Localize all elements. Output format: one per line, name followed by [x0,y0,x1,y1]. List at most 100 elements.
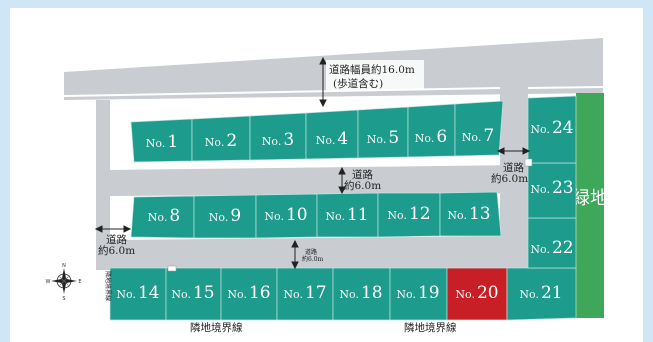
road-right-label-2: 約6.0m [491,172,528,185]
lot-15[interactable]: No. 15 [165,267,222,321]
lot-label-number: 12 [409,204,431,224]
lot-label: No. 22 [530,238,573,258]
lot-label-number: 21 [541,283,563,303]
compass-w: W [46,279,51,285]
lot-label-prefix: No. [148,211,168,224]
lot-label-prefix: No. [325,210,345,223]
road-curbs [63,86,604,97]
lot-6[interactable]: No. 6 [407,103,456,158]
compass-icon: N S E W [46,263,82,302]
lot-label-number: 6 [436,127,447,147]
green-area-label: 緑地 [572,188,608,209]
lot-label-prefix: No. [339,288,359,301]
lot-label: No. 6 [415,127,447,147]
boundary-bottom-label-2: 隣地境界線 [404,321,457,334]
lot-label: No. 14 [116,283,159,303]
lot-1[interactable]: No. 1 [130,118,193,163]
lot-label-prefix: No. [455,288,475,301]
svg-text:緑地: 緑地 [572,188,608,209]
lot-3[interactable]: No. 3 [249,112,307,161]
lot-label-number: 2 [226,131,237,151]
lot-9[interactable]: No. 9 [193,194,257,239]
boundary-left-label: 隣地境界線 [104,271,112,301]
lot-19[interactable]: No. 19 [389,267,448,321]
road-center-label-2: 約6.0m [344,179,381,192]
lot-label-prefix: No. [519,288,539,301]
lot-label-number: 23 [552,178,574,198]
marker-bottom [167,265,177,272]
lot-14[interactable]: No. 14 [109,267,167,321]
lot-label: No. 21 [519,283,562,303]
lot-label: No. 16 [227,283,270,303]
lot-16[interactable]: No. 16 [220,267,278,321]
compass-s: S [62,296,65,302]
lot-2[interactable]: No. 2 [191,115,251,162]
lot-label-prefix: No. [447,209,467,222]
lot-4[interactable]: No. 4 [305,109,359,160]
lot-21[interactable]: No. 21 [506,267,577,321]
lot-label: No. 10 [264,205,307,225]
lot-label-prefix: No. [262,135,282,148]
lot-label: No. 4 [316,129,348,149]
lot-24[interactable]: No. 24 [527,95,577,164]
main-road-note-label: (歩道含む) [333,77,383,90]
lot-13[interactable]: No. 13 [439,191,502,237]
green-area [576,93,604,318]
lot-label: No. 8 [148,206,180,226]
lot-label-prefix: No. [283,288,303,301]
lot-label-prefix: No. [205,136,225,149]
lot-18[interactable]: No. 18 [332,267,391,321]
lot-label: No. 23 [530,178,573,198]
road-small-label-2: 約6.0m [302,255,324,263]
lot-shape[interactable] [439,191,502,237]
lot-label-number: 22 [552,238,574,258]
road-small-label-1: 道路 [305,248,317,256]
lot-label: No. 2 [205,131,237,151]
lot-label-prefix: No. [116,288,136,301]
lot-22[interactable]: No. 22 [527,217,577,269]
lot-label: No. 5 [367,128,399,148]
lot-label-number: 14 [138,283,160,303]
lot-shape[interactable] [527,95,577,164]
lot-label: No. 17 [283,283,326,303]
lot-label-prefix: No. [367,133,387,146]
lot-label: No. 7 [462,126,494,146]
lot-label: No. 3 [262,130,294,150]
lot-20[interactable]: No. 20 [446,267,508,321]
lot-label: No. 15 [171,283,214,303]
marker-right [524,158,533,167]
lot-label-number: 1 [167,132,178,152]
road-labels: 道路幅員約16.0m (歩道含む) 道路 約6.0m 道路 約6.0m 道路 約… [98,60,528,334]
lot-shape[interactable] [454,100,504,157]
lot-label-prefix: No. [415,132,435,145]
lot-label-prefix: No. [171,288,191,301]
lot-label: No. 24 [530,118,573,138]
lot-7[interactable]: No. 7 [454,100,504,157]
lot-label-prefix: No. [387,209,407,222]
lot-5[interactable]: No. 5 [357,106,409,159]
lot-label-number: 4 [337,129,348,149]
lot-label-number: 17 [305,283,327,303]
lot-label: No. 19 [396,283,439,303]
lot-10[interactable]: No. 10 [255,193,318,239]
lot-12[interactable]: No. 12 [377,192,441,238]
road-center-label-1: 道路 [352,168,373,181]
road-left-label-1: 道路 [106,233,127,246]
lot-label-prefix: No. [530,123,550,136]
lot-11[interactable]: No. 11 [316,192,379,238]
lot-label-prefix: No. [264,210,284,223]
lot-23[interactable]: No. 23 [527,162,577,219]
lot-label-number: 15 [193,283,215,303]
lot-label-prefix: No. [316,134,336,147]
lot-label-number: 16 [249,283,271,303]
lot-label: No. 20 [455,283,498,303]
lot-label: No. 12 [387,204,430,224]
lot-17[interactable]: No. 17 [276,267,334,321]
lot-shape[interactable] [407,103,456,158]
lot-8[interactable]: No. 8 [130,195,195,239]
main-road-width-label: 道路幅員約16.0m [329,63,415,76]
road-right-label-1: 道路 [503,161,524,174]
lot-label-prefix: No. [462,131,482,144]
boundary-bottom-label-1: 隣地境界線 [190,321,243,334]
